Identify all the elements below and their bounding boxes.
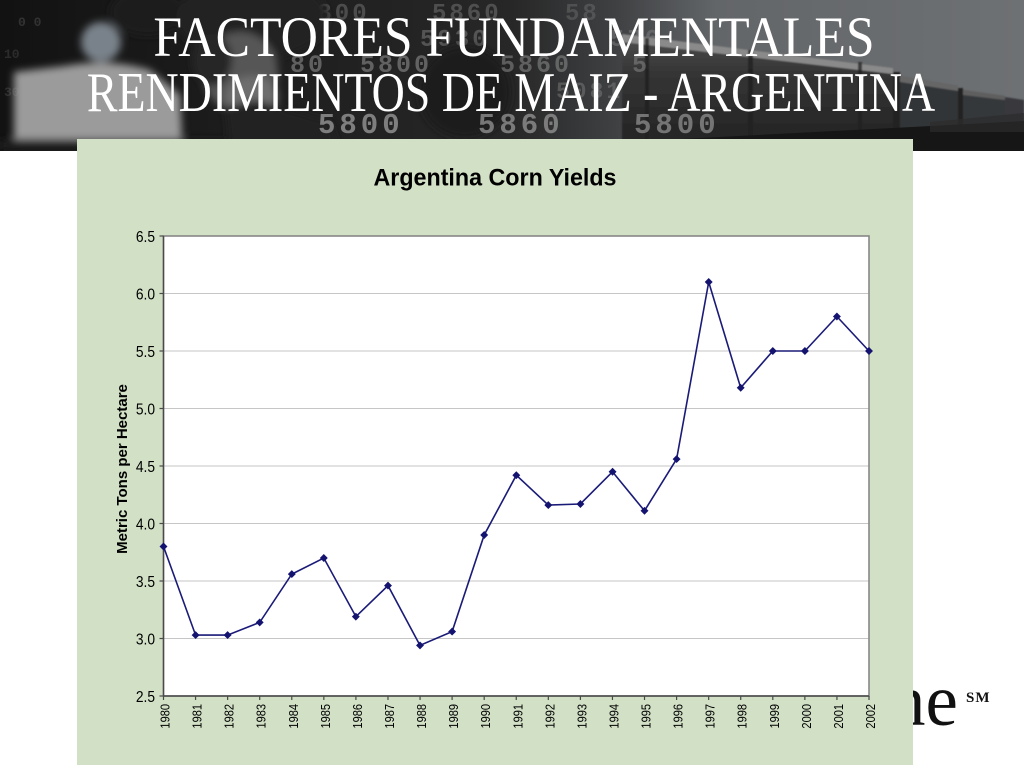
svg-text:5860: 5860 — [478, 109, 564, 142]
svg-text:5.0: 5.0 — [136, 402, 155, 419]
svg-text:1989: 1989 — [446, 704, 461, 729]
svg-text:1999: 1999 — [767, 704, 782, 729]
svg-text:80: 80 — [290, 51, 326, 80]
svg-text:1992: 1992 — [542, 704, 557, 729]
svg-text:58: 58 — [565, 1, 600, 28]
svg-text:4.0: 4.0 — [136, 517, 155, 534]
svg-text:1997: 1997 — [703, 704, 718, 729]
svg-text:0 0: 0 0 — [18, 15, 42, 30]
svg-text:1981: 1981 — [190, 704, 205, 729]
svg-text:4.5: 4.5 — [136, 459, 155, 476]
svg-text:1993: 1993 — [575, 704, 590, 729]
svg-text:2002: 2002 — [863, 704, 878, 729]
svg-text:1980: 1980 — [158, 704, 173, 729]
svg-text:6.5: 6.5 — [136, 229, 155, 246]
svg-text:FACTORES FUNDAMENTALES: FACTORES FUNDAMENTALES — [153, 6, 874, 69]
svg-text:1988: 1988 — [414, 704, 429, 729]
svg-text:5800: 5800 — [318, 109, 404, 142]
svg-text:1984: 1984 — [286, 704, 301, 729]
svg-text:1996: 1996 — [671, 704, 686, 729]
svg-text:1985: 1985 — [318, 704, 333, 729]
svg-text:5860: 5860 — [500, 51, 572, 80]
svg-text:1995: 1995 — [639, 704, 654, 729]
svg-text:3.5: 3.5 — [136, 574, 155, 591]
svg-text:1986: 1986 — [350, 704, 365, 729]
svg-text:RENDIMIENTOS DE MAIZ - ARGENTI: RENDIMIENTOS DE MAIZ - ARGENTINA — [87, 62, 935, 124]
svg-text:1982: 1982 — [222, 704, 237, 729]
svg-text:1990: 1990 — [478, 704, 493, 729]
svg-text:2.5: 2.5 — [136, 689, 155, 706]
svg-text:1987: 1987 — [382, 704, 397, 729]
svg-text:6.0: 6.0 — [136, 287, 155, 304]
svg-text:5: 5 — [632, 51, 650, 80]
svg-text:5081: 5081 — [556, 79, 623, 105]
svg-text:5800: 5800 — [634, 109, 720, 142]
svg-text:5800: 5800 — [360, 51, 432, 80]
svg-text:1994: 1994 — [607, 704, 622, 729]
svg-text:1983: 1983 — [254, 704, 269, 729]
svg-text:Metric Tons per Hectare: Metric Tons per Hectare — [114, 384, 131, 554]
svg-text:5860: 5860 — [432, 1, 502, 28]
svg-text:SM: SM — [966, 690, 991, 706]
svg-text:1991: 1991 — [510, 704, 525, 729]
svg-text:5.5: 5.5 — [136, 344, 155, 361]
svg-text:1998: 1998 — [735, 704, 750, 729]
svg-text:Argentina Corn Yields: Argentina Corn Yields — [373, 165, 616, 191]
svg-text:3.0: 3.0 — [136, 632, 155, 649]
svg-text:2000: 2000 — [799, 704, 814, 729]
svg-text:10: 10 — [4, 47, 20, 62]
svg-text:2001: 2001 — [831, 704, 846, 729]
